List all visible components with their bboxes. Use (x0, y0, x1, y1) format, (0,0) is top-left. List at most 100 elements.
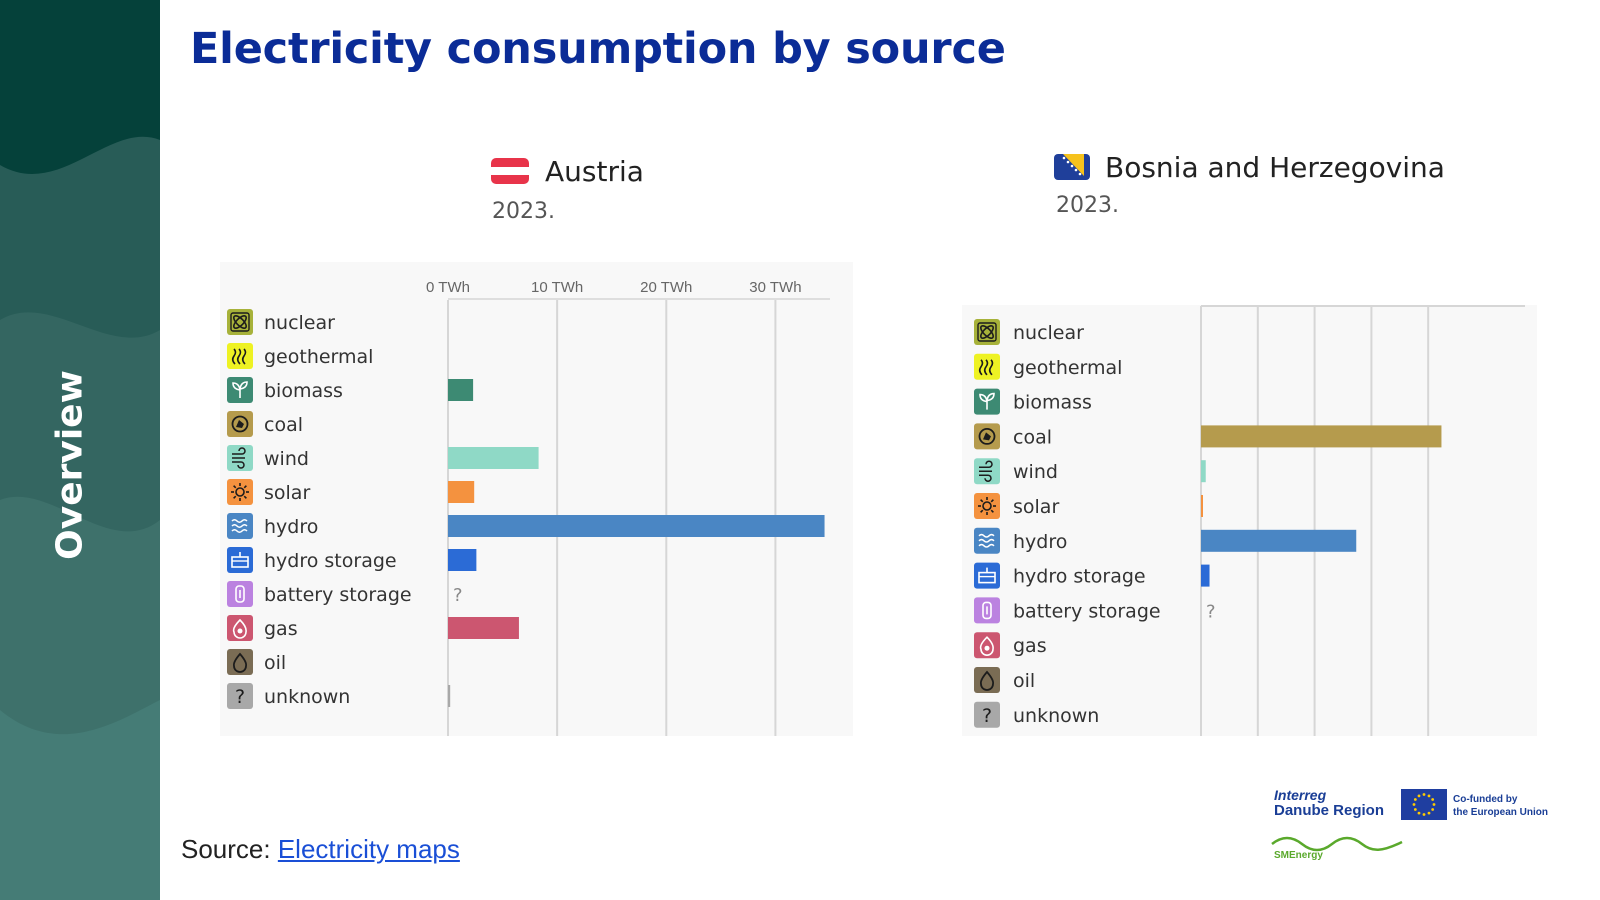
bosnia-bar-chart: nuclear geothermal biomass coal wind solar hyd… (974, 305, 1525, 736)
x-tick-label: 0 TWh (426, 279, 470, 296)
legend-row-oil: oil (974, 667, 1035, 693)
bosnia-chart-panel: nuclear geothermal biomass coal wind solar hyd… (962, 305, 1537, 736)
x-tick-label: 20 TWh (640, 279, 692, 296)
eu-text-line1: Co-funded by (1453, 794, 1518, 805)
legend-row-battery-storage: battery storage? (227, 581, 463, 607)
bar-solar (1201, 495, 1203, 517)
bar-biomass (448, 379, 474, 401)
bar-wind (448, 447, 539, 469)
source-line: Source: Electricity maps (181, 834, 460, 865)
category-label: oil (264, 652, 286, 674)
category-label: gas (1013, 635, 1047, 657)
chart-title-austria: Austria (545, 155, 644, 188)
legend-row-wind: wind (974, 458, 1206, 485)
legend-row-oil: oil (227, 649, 286, 675)
battery-storage-icon (974, 597, 1000, 624)
source-prefix: Source: (181, 834, 271, 864)
battery-storage-icon (227, 581, 253, 607)
category-label: hydro (264, 516, 318, 538)
austria-chart-panel: 0 TWh 10 TWh 20 TWh 30 TWh nuclear geothermal… (220, 262, 853, 736)
solar-icon (974, 493, 1000, 519)
x-tick-label: 10 TWh (531, 279, 583, 296)
austria-flag (491, 158, 529, 184)
x-tick-label: 30 TWh (749, 279, 801, 296)
page-title: Electricity consumption by source (190, 24, 1006, 74)
legend-row-gas: gas (974, 632, 1047, 659)
legend-row-gas: gas (227, 615, 519, 641)
smenergy-wave-icon (1271, 836, 1403, 852)
nuclear-icon (227, 309, 253, 335)
biomass-icon (974, 388, 1000, 415)
legend-row-geothermal: geothermal (227, 343, 373, 369)
legend-row-unknown: ? unknown (974, 701, 1099, 728)
bar-solar (448, 481, 475, 503)
svg-text:?: ? (982, 705, 992, 727)
category-label: solar (264, 482, 310, 504)
legend-row-nuclear: nuclear (974, 319, 1084, 345)
category-label: battery storage (264, 584, 412, 606)
grid (1200, 305, 1525, 736)
sidebar-label: Overview (49, 370, 91, 560)
category-label: nuclear (1013, 322, 1084, 344)
source-link[interactable]: Electricity maps (277, 834, 460, 864)
chart-title-bosnia: Bosnia and Herzegovina (1105, 151, 1445, 184)
interreg-logo-line1: Interreg (1274, 787, 1327, 803)
nuclear-icon (974, 319, 1000, 345)
legend-row-nuclear: nuclear (227, 309, 335, 335)
legend-row-biomass: biomass (974, 388, 1092, 415)
category-label: unknown (1013, 705, 1099, 727)
hydro-storage-icon (974, 562, 1000, 589)
oil-icon (227, 649, 253, 675)
sidebar-waves (0, 0, 160, 900)
svg-text:?: ? (235, 686, 245, 708)
bar-hydro (448, 515, 825, 537)
legend-row-solar: solar (974, 493, 1203, 519)
legend-row-wind: wind (227, 445, 539, 471)
interreg-logo: Interreg Danube Region (1274, 787, 1385, 819)
eu-text-line2: the European Union (1453, 807, 1548, 818)
coal-icon (227, 411, 253, 437)
category-label: hydro storage (264, 550, 397, 572)
eu-flag-icon (1401, 789, 1447, 820)
chart-subtitle-austria: 2023. (492, 199, 555, 224)
legend-row-biomass: biomass (227, 377, 474, 403)
legend-row-solar: solar (227, 479, 475, 505)
category-label: geothermal (264, 346, 373, 368)
legend-row-coal: coal (227, 411, 303, 437)
category-label: biomass (1013, 392, 1092, 414)
legend-row-unknown: ? unknown (227, 683, 451, 709)
legend-row-hydro: hydro (974, 527, 1357, 554)
category-label: biomass (264, 380, 343, 402)
category-label: solar (1013, 496, 1059, 518)
category-label: hydro (1013, 531, 1067, 553)
category-label: coal (1013, 426, 1052, 448)
hydro-icon (974, 527, 1000, 554)
category-label: hydro storage (1013, 566, 1146, 588)
bar-hydro (1201, 529, 1357, 552)
bar-gas (448, 617, 519, 639)
legend-row-battery-storage: battery storage? (974, 597, 1216, 624)
bar-unknown (448, 685, 451, 707)
sidebar: Overview (0, 0, 160, 900)
geothermal-icon (227, 343, 253, 369)
solar-icon (227, 479, 253, 505)
wind-icon (227, 445, 253, 471)
gas-icon (974, 632, 1000, 659)
category-label: gas (264, 618, 298, 640)
legend-row-coal: coal (974, 423, 1442, 450)
biomass-icon (227, 377, 253, 403)
category-label: nuclear (264, 312, 335, 334)
grid: 0 TWh 10 TWh 20 TWh 30 TWh (426, 279, 830, 736)
funding-logos: Interreg Danube Region Co-funded by the … (1270, 786, 1600, 876)
wind-icon (974, 458, 1000, 485)
missing-value-marker: ? (1206, 601, 1216, 622)
eu-cofunded-text: Co-funded by the European Union (1453, 793, 1548, 819)
bar-coal (1201, 425, 1442, 448)
unknown-icon: ? (974, 701, 1000, 728)
unknown-icon: ? (227, 683, 253, 709)
legend-row-hydro-storage: hydro storage (227, 547, 477, 573)
interreg-logo-line2: Danube Region (1274, 802, 1385, 819)
smenergy-logo-text: SMEnergy (1274, 850, 1323, 861)
category-label: battery storage (1013, 600, 1161, 622)
oil-icon (974, 667, 1000, 693)
